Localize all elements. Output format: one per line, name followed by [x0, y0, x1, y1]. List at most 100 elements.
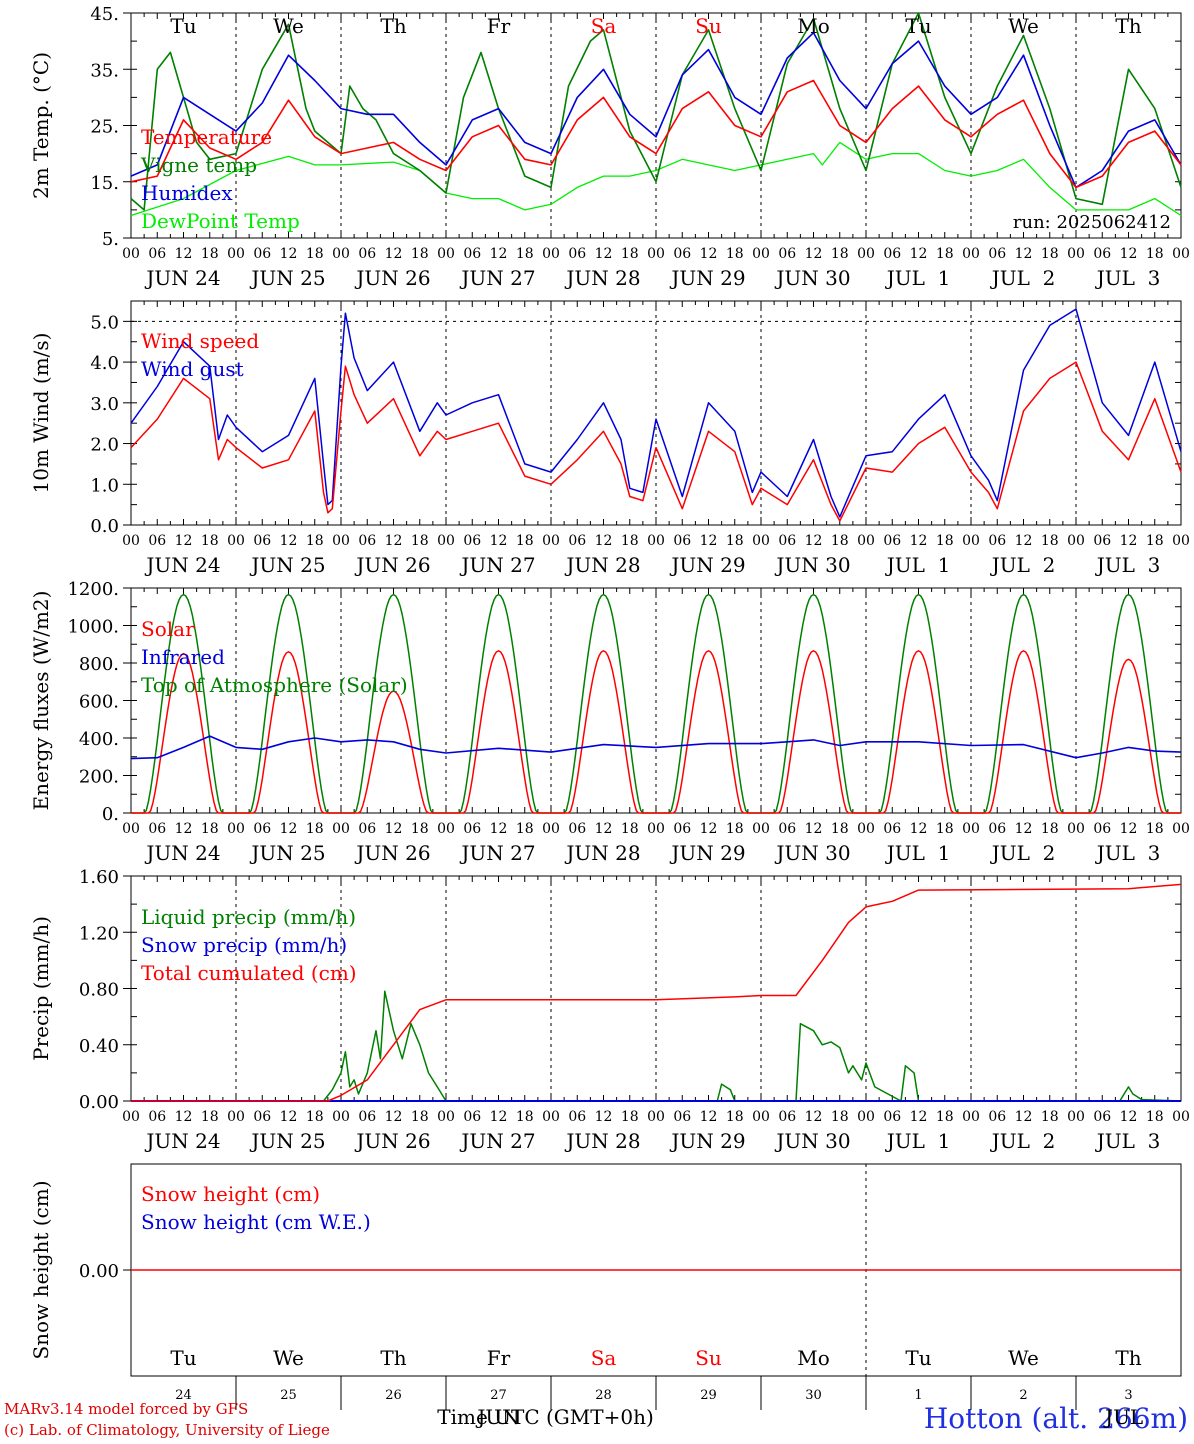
- hour-tick-label: 00: [122, 246, 140, 262]
- hour-tick-label: 12: [1120, 1109, 1138, 1125]
- legend-total-cumulated-cm: Total cumulated (cm): [141, 961, 357, 985]
- hour-tick-label: 12: [385, 821, 403, 837]
- hour-tick-label: 00: [1172, 533, 1190, 549]
- y-tick-label: 0.: [102, 804, 119, 825]
- y-tick-label: 800.: [79, 654, 119, 675]
- bottom-day-number: 25: [280, 1388, 297, 1403]
- hour-tick-label: 18: [831, 533, 849, 549]
- date-label: JUN 26: [354, 841, 430, 865]
- hour-tick-label: 18: [831, 1109, 849, 1125]
- date-label: JUL 1: [885, 266, 951, 290]
- hour-tick-label: 18: [726, 246, 744, 262]
- date-label: JUN 28: [564, 266, 640, 290]
- hour-tick-label: 00: [122, 1109, 140, 1125]
- panel-2: 0.0 1.0 2.0 3.0 4.0 5.0 10m Wind (m/s) 00 06 12 18…: [29, 300, 1190, 577]
- hour-tick-label: 06: [1093, 1109, 1111, 1125]
- y-tick-label: 3.0: [90, 394, 119, 415]
- hour-tick-label: 06: [883, 533, 901, 549]
- series-line-1: [130, 308, 1182, 518]
- series-line-0: [131, 990, 1182, 1102]
- hour-tick-label: 00: [1067, 1109, 1085, 1125]
- hour-tick-label: 06: [568, 246, 586, 262]
- hour-tick-label: 12: [595, 1109, 613, 1125]
- bottom-day-number: 29: [700, 1388, 717, 1403]
- hour-tick-label: 12: [700, 533, 718, 549]
- hour-tick-label: 00: [962, 246, 980, 262]
- series-line-2: [131, 883, 1182, 1102]
- hour-tick-label: 00: [542, 533, 560, 549]
- day-name: Th: [380, 1346, 406, 1370]
- hour-tick-label: 12: [910, 1109, 928, 1125]
- date-label: JUN 27: [459, 1129, 535, 1153]
- hour-tick-label: 12: [175, 246, 193, 262]
- date-label: JUL 3: [1095, 841, 1161, 865]
- hour-tick-label: 12: [280, 1109, 298, 1125]
- hour-tick-label: 12: [175, 1109, 193, 1125]
- hour-tick-label: 12: [805, 1109, 823, 1125]
- hour-tick-label: 18: [516, 1109, 534, 1125]
- hour-tick-label: 00: [1172, 821, 1190, 837]
- legend-solar: Solar: [141, 617, 195, 641]
- hour-tick-label: 18: [621, 533, 639, 549]
- hour-tick-label: 18: [1146, 246, 1164, 262]
- y-axis-label: Energy fluxes (W/m2): [29, 591, 53, 811]
- date-label: JUN 29: [669, 266, 745, 290]
- hour-tick-label: 18: [726, 533, 744, 549]
- y-tick-label: 600.: [79, 692, 119, 713]
- hour-tick-label: 06: [358, 1109, 376, 1125]
- date-label: JUN 26: [354, 1129, 430, 1153]
- hour-tick-label: 12: [175, 533, 193, 549]
- hour-tick-label: 06: [463, 1109, 481, 1125]
- y-axis-label: 10m Wind (m/s): [29, 333, 53, 494]
- hour-tick-label: 12: [595, 246, 613, 262]
- hour-tick-label: 06: [253, 533, 271, 549]
- legend-snow-height-cm: Snow height (cm): [141, 1182, 320, 1206]
- hour-tick-label: 18: [1041, 533, 1059, 549]
- hour-tick-label: 12: [1015, 246, 1033, 262]
- day-name: Tu: [905, 1346, 931, 1370]
- hour-tick-label: 12: [490, 246, 508, 262]
- hour-tick-label: 00: [437, 533, 455, 549]
- date-label: JUN 24: [144, 1129, 220, 1153]
- bottom-day-number: 30: [805, 1388, 822, 1403]
- day-name: Su: [695, 14, 722, 38]
- hour-tick-label: 18: [1146, 821, 1164, 837]
- hour-tick-label: 12: [385, 246, 403, 262]
- series-line-2: [130, 31, 1182, 189]
- date-label: JUN 28: [564, 553, 640, 577]
- panel-1: 5. 15. 25. 35. 45. 2m Temp. (°C) 00 06 12 18 JUN 2…: [29, 4, 1190, 290]
- hour-tick-label: 00: [962, 533, 980, 549]
- y-tick-label: 1000.: [67, 617, 119, 638]
- day-name: We: [1008, 1346, 1039, 1370]
- legend-wind-speed: Wind speed: [141, 329, 259, 353]
- hour-tick-label: 12: [280, 246, 298, 262]
- hour-tick-label: 06: [883, 246, 901, 262]
- date-label: JUN 28: [564, 1129, 640, 1153]
- hour-tick-label: 06: [673, 821, 691, 837]
- hour-tick-label: 06: [568, 1109, 586, 1125]
- hour-tick-label: 06: [253, 1109, 271, 1125]
- bottom-day-number: 27: [490, 1388, 507, 1403]
- hour-tick-label: 18: [621, 1109, 639, 1125]
- date-label: JUN 27: [459, 553, 535, 577]
- hour-tick-label: 18: [621, 246, 639, 262]
- day-name: We: [273, 1346, 304, 1370]
- hour-tick-label: 18: [516, 246, 534, 262]
- legend-liquid-precip-mm-h: Liquid precip (mm/h): [141, 905, 356, 929]
- bottom-day-number: 28: [595, 1388, 612, 1403]
- hour-tick-label: 18: [201, 533, 219, 549]
- hour-tick-label: 00: [332, 821, 350, 837]
- hour-tick-label: 18: [306, 821, 324, 837]
- hour-tick-label: 18: [1146, 1109, 1164, 1125]
- y-tick-label: 45.: [90, 4, 119, 25]
- date-label: JUL 3: [1095, 1129, 1161, 1153]
- hour-tick-label: 00: [227, 821, 245, 837]
- hour-tick-label: 12: [805, 821, 823, 837]
- day-name: Fr: [487, 1346, 511, 1370]
- y-tick-label: 4.0: [90, 353, 119, 374]
- hour-tick-label: 00: [542, 246, 560, 262]
- hour-tick-label: 00: [227, 246, 245, 262]
- date-label: JUN 25: [249, 553, 325, 577]
- hour-tick-label: 06: [673, 1109, 691, 1125]
- hour-tick-label: 18: [831, 246, 849, 262]
